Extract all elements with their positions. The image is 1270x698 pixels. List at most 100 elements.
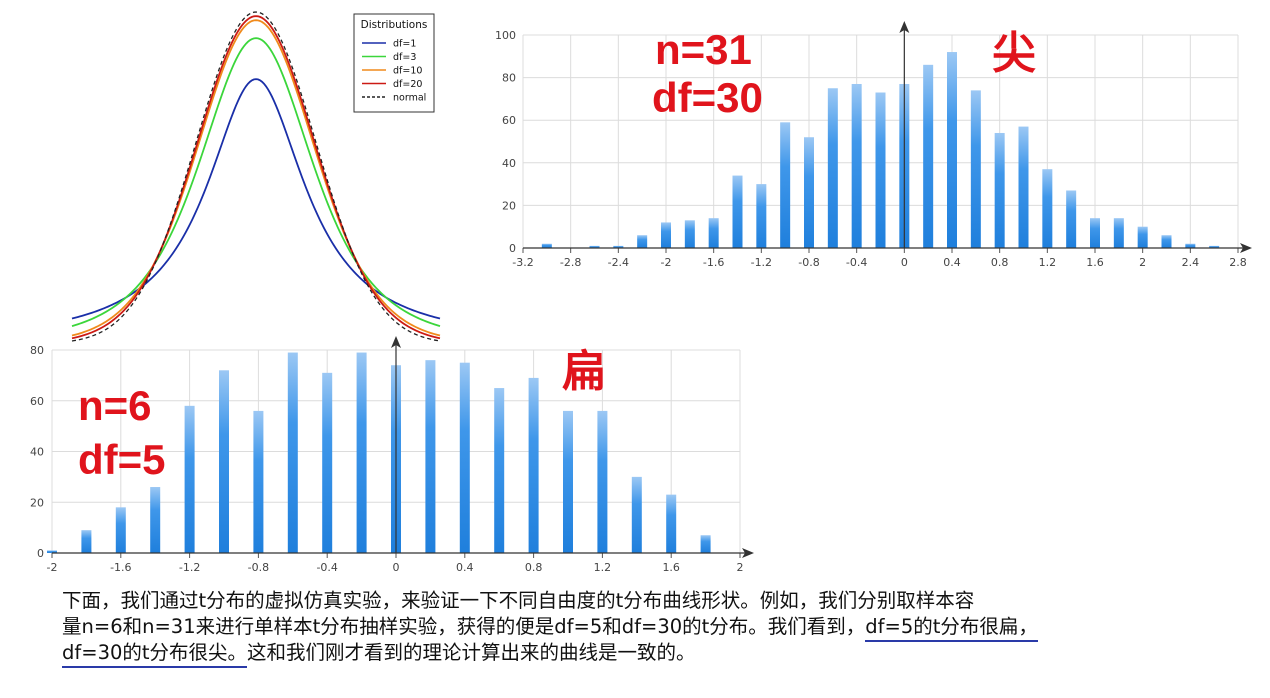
caption-underlined-df30: df=30的t分布很尖。 [62, 641, 248, 668]
legend-items: df=1 df=3 df=10 df=20 normal [362, 39, 426, 104]
histogram-bar [541, 243, 552, 248]
density-curves [71, 11, 441, 342]
y-tick-label: 60 [30, 395, 44, 408]
x-tick-label: 2 [1139, 256, 1146, 269]
histogram-bar [253, 410, 264, 553]
histogram-bar [756, 184, 767, 248]
histogram-bar [970, 90, 981, 248]
histogram-bar [597, 410, 608, 553]
histogram-bar [219, 370, 229, 553]
x-tick-label: 2 [737, 561, 744, 574]
y-tick-label: 40 [30, 446, 44, 459]
histogram-bar [589, 245, 600, 248]
top-df-label: df=30 [652, 74, 763, 121]
histogram-bar [875, 92, 886, 248]
y-tick-label: 60 [502, 114, 516, 127]
x-tick-label: 1.6 [1086, 256, 1104, 269]
top-shape-word: 尖 [992, 29, 1036, 78]
histogram-bar [637, 235, 648, 248]
x-tick-label: 0 [901, 256, 908, 269]
x-tick-label: 0 [393, 561, 400, 574]
x-tick-label: 1.6 [662, 561, 680, 574]
y-tick-label: 20 [30, 496, 44, 509]
bottom-tick-labels: 0 20 40 60 80 -2 -1.6 -1.2 -0.8 -0.4 0 0.4 0.8 1.2 1.6… [30, 344, 744, 574]
caption-line-3-text: 这和我们刚才看到的理论计算出来的曲线是一致的。 [247, 641, 696, 664]
legend: Distributions df=1 df=3 df=10 df=20 normal [353, 13, 435, 113]
x-tick-label: -0.8 [798, 256, 819, 269]
x-tick-label: 2.4 [1182, 256, 1200, 269]
curve-df-3 [71, 37, 441, 327]
x-tick-label: -0.4 [316, 561, 337, 574]
histogram-bar [1137, 226, 1148, 248]
histogram-bar [1042, 169, 1053, 248]
x-tick-label: 2.8 [1229, 256, 1247, 269]
histogram-bar [1185, 243, 1196, 248]
x-axis-arrow [742, 548, 754, 558]
histogram-bar [780, 122, 791, 248]
legend-title: Distributions [361, 19, 428, 31]
histogram-bar [947, 52, 957, 248]
histogram-bar [563, 410, 573, 553]
histogram-bar [804, 137, 814, 248]
top-bars [541, 52, 1220, 249]
x-tick-label: 1.2 [594, 561, 612, 574]
histogram-bar [115, 507, 126, 553]
histogram-bar [1066, 190, 1077, 248]
histogram-bar [613, 245, 624, 248]
histogram-bar [994, 132, 1005, 248]
bottom-sample-size-label: n=6 [78, 382, 152, 429]
y-tick-label: 40 [502, 157, 516, 170]
legend-label: df=1 [393, 39, 416, 50]
histogram-bar [47, 550, 57, 553]
histogram-bar [708, 218, 719, 248]
x-axis-arrow [1240, 243, 1252, 253]
x-tick-label: -2 [47, 561, 58, 574]
legend-label: df=3 [393, 52, 416, 63]
legend-label: normal [393, 93, 426, 104]
histogram-bar [322, 372, 333, 553]
x-tick-label: 0.8 [525, 561, 543, 574]
y-tick-label: 0 [509, 242, 516, 255]
x-tick-label: -1.2 [179, 561, 200, 574]
histogram-bar [1161, 235, 1172, 248]
histogram-bar [923, 64, 934, 248]
histogram-bar [81, 530, 92, 553]
x-tick-label: -0.8 [248, 561, 269, 574]
curve-df-10 [71, 19, 441, 337]
y-tick-label: 0 [37, 547, 44, 560]
x-tick-label: -1.6 [110, 561, 131, 574]
bottom-axes [51, 336, 754, 558]
caption: 下面，我们通过t分布的虚拟仿真实验，来验证一下不同自由度的t分布曲线形状。例如，… [62, 588, 1252, 668]
curve-df-1 [71, 78, 441, 320]
histogram-bar [1090, 218, 1100, 248]
histogram-bar [459, 362, 470, 553]
histogram-bar [494, 388, 505, 553]
bottom-shape-word: 扁 [562, 347, 606, 396]
caption-underlined-df5: df=5的t分布很扁， [865, 615, 1038, 642]
x-tick-label: -1.6 [703, 256, 724, 269]
y-tick-label: 80 [30, 344, 44, 357]
legend-label: df=20 [393, 79, 422, 90]
histogram-bar [528, 377, 539, 553]
x-tick-label: 0.8 [991, 256, 1009, 269]
histogram-bar [851, 83, 862, 249]
top-axes [522, 21, 1252, 253]
x-tick-label: -2.8 [560, 256, 581, 269]
y-axis-arrow [899, 21, 910, 33]
y-axis-arrow [391, 336, 401, 348]
histogram-bar [356, 352, 367, 553]
histogram-bar [184, 405, 195, 553]
x-tick-label: -1.2 [751, 256, 772, 269]
caption-line-3: df=30的t分布很尖。这和我们刚才看到的理论计算出来的曲线是一致的。 [62, 640, 1252, 668]
bottom-df-label: df=5 [78, 436, 166, 483]
histogram-bar [287, 352, 298, 553]
caption-line-1: 下面，我们通过t分布的虚拟仿真实验，来验证一下不同自由度的t分布曲线形状。例如，… [62, 589, 975, 612]
y-tick-label: 100 [495, 29, 516, 42]
histogram-bar [700, 535, 711, 553]
caption-line-2-text: 量n=6和n=31来进行单样本t分布抽样实验，获得的便是df=5和df=30的t… [62, 615, 866, 638]
x-tick-label: -2.4 [608, 256, 629, 269]
t-distribution-density-plot: Distributions df=1 df=3 df=10 df=20 normal [71, 11, 441, 342]
top-sample-size-label: n=31 [655, 26, 752, 73]
histogram-bar [666, 494, 677, 553]
